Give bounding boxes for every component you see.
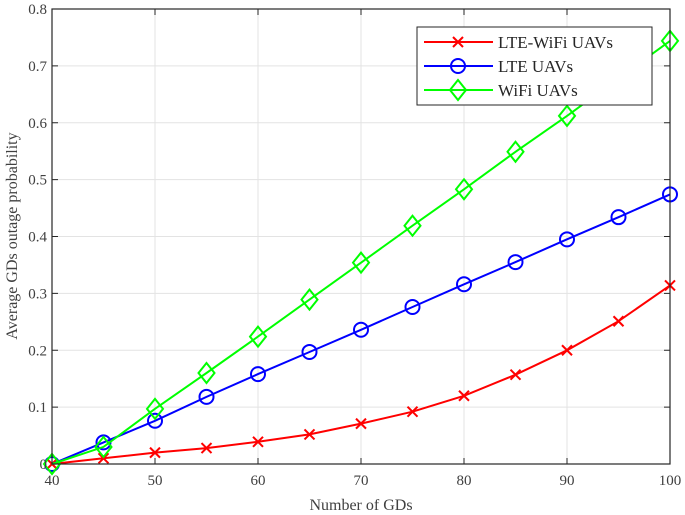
legend-item-lte-wifi: LTE-WiFi UAVs xyxy=(424,33,613,52)
data-series xyxy=(42,29,680,476)
diamond-marker-icon xyxy=(403,214,422,238)
circle-marker-icon xyxy=(353,321,369,338)
y-tick-label: 0 xyxy=(40,457,48,473)
diamond-marker-icon xyxy=(300,288,319,312)
x-tick-label: 100 xyxy=(659,473,682,489)
axis-ticks xyxy=(51,8,671,465)
x-marker-icon xyxy=(406,405,419,418)
legend-label: WiFi UAVs xyxy=(498,81,578,100)
diamond-marker-icon xyxy=(506,140,525,164)
x-marker-icon xyxy=(149,446,161,459)
circle-marker-icon xyxy=(147,412,163,429)
x-marker-icon xyxy=(612,315,625,327)
legend-label: LTE-WiFi UAVs xyxy=(498,33,613,52)
y-tick-label: 0.7 xyxy=(28,59,47,75)
x-marker-icon xyxy=(303,428,316,441)
y-tick-label: 0.2 xyxy=(28,343,47,359)
x-tick-label: 60 xyxy=(251,473,266,489)
x-marker-icon xyxy=(200,442,213,454)
circle-marker-icon xyxy=(610,209,627,226)
circle-marker-icon xyxy=(456,276,472,293)
x-tick-label: 90 xyxy=(560,473,575,489)
circle-marker-icon xyxy=(250,366,266,383)
x-marker-icon xyxy=(561,344,573,356)
legend: LTE-WiFi UAVs LTE UAVs WiFi UAVs xyxy=(416,26,653,106)
x-tick-label: 80 xyxy=(457,473,472,489)
x-axis-label: Number of GDs xyxy=(309,497,412,514)
y-tick-label: 0.3 xyxy=(28,286,47,302)
x-marker-icon xyxy=(509,368,522,381)
y-axis-label: Average GDs outage probability xyxy=(4,132,21,339)
y-axis-tick-labels: 0 0.1 0.2 0.3 0.4 0.5 0.6 0.7 0.8 xyxy=(28,2,47,473)
diamond-marker-icon xyxy=(557,104,577,128)
circle-marker-icon xyxy=(404,299,421,316)
x-tick-label: 40 xyxy=(45,473,60,489)
y-tick-label: 0.1 xyxy=(28,400,47,416)
diamond-marker-icon xyxy=(351,251,371,275)
x-marker-icon xyxy=(458,390,470,402)
diamond-marker-icon xyxy=(42,452,62,476)
series-line xyxy=(51,40,671,465)
y-tick-label: 0.6 xyxy=(28,116,47,132)
series-wifi-uavs xyxy=(42,29,680,476)
legend-label: LTE UAVs xyxy=(498,57,573,76)
circle-marker-icon xyxy=(301,343,318,360)
y-tick-label: 0.4 xyxy=(28,230,47,246)
y-tick-label: 0.5 xyxy=(28,173,47,189)
x-marker-icon xyxy=(452,36,464,48)
diamond-marker-icon xyxy=(197,361,216,385)
x-axis-tick-labels: 40 50 60 70 80 90 100 xyxy=(45,473,682,489)
x-marker-icon xyxy=(252,436,264,448)
diamond-marker-icon xyxy=(454,177,474,201)
diamond-marker-icon xyxy=(448,78,468,102)
legend-item-wifi: WiFi UAVs xyxy=(424,78,578,102)
diamond-marker-icon xyxy=(145,397,165,421)
diamond-marker-icon xyxy=(94,435,113,459)
circle-marker-icon xyxy=(198,388,215,405)
legend-item-lte: LTE UAVs xyxy=(424,57,573,76)
x-tick-label: 70 xyxy=(354,473,369,489)
y-tick-label: 0.8 xyxy=(28,2,47,18)
circle-marker-icon xyxy=(507,254,524,271)
x-marker-icon xyxy=(355,417,367,430)
series-line xyxy=(51,193,671,465)
x-tick-label: 50 xyxy=(148,473,163,489)
circle-marker-icon xyxy=(559,231,575,248)
circle-marker-icon xyxy=(450,58,466,74)
diamond-marker-icon xyxy=(248,324,268,349)
